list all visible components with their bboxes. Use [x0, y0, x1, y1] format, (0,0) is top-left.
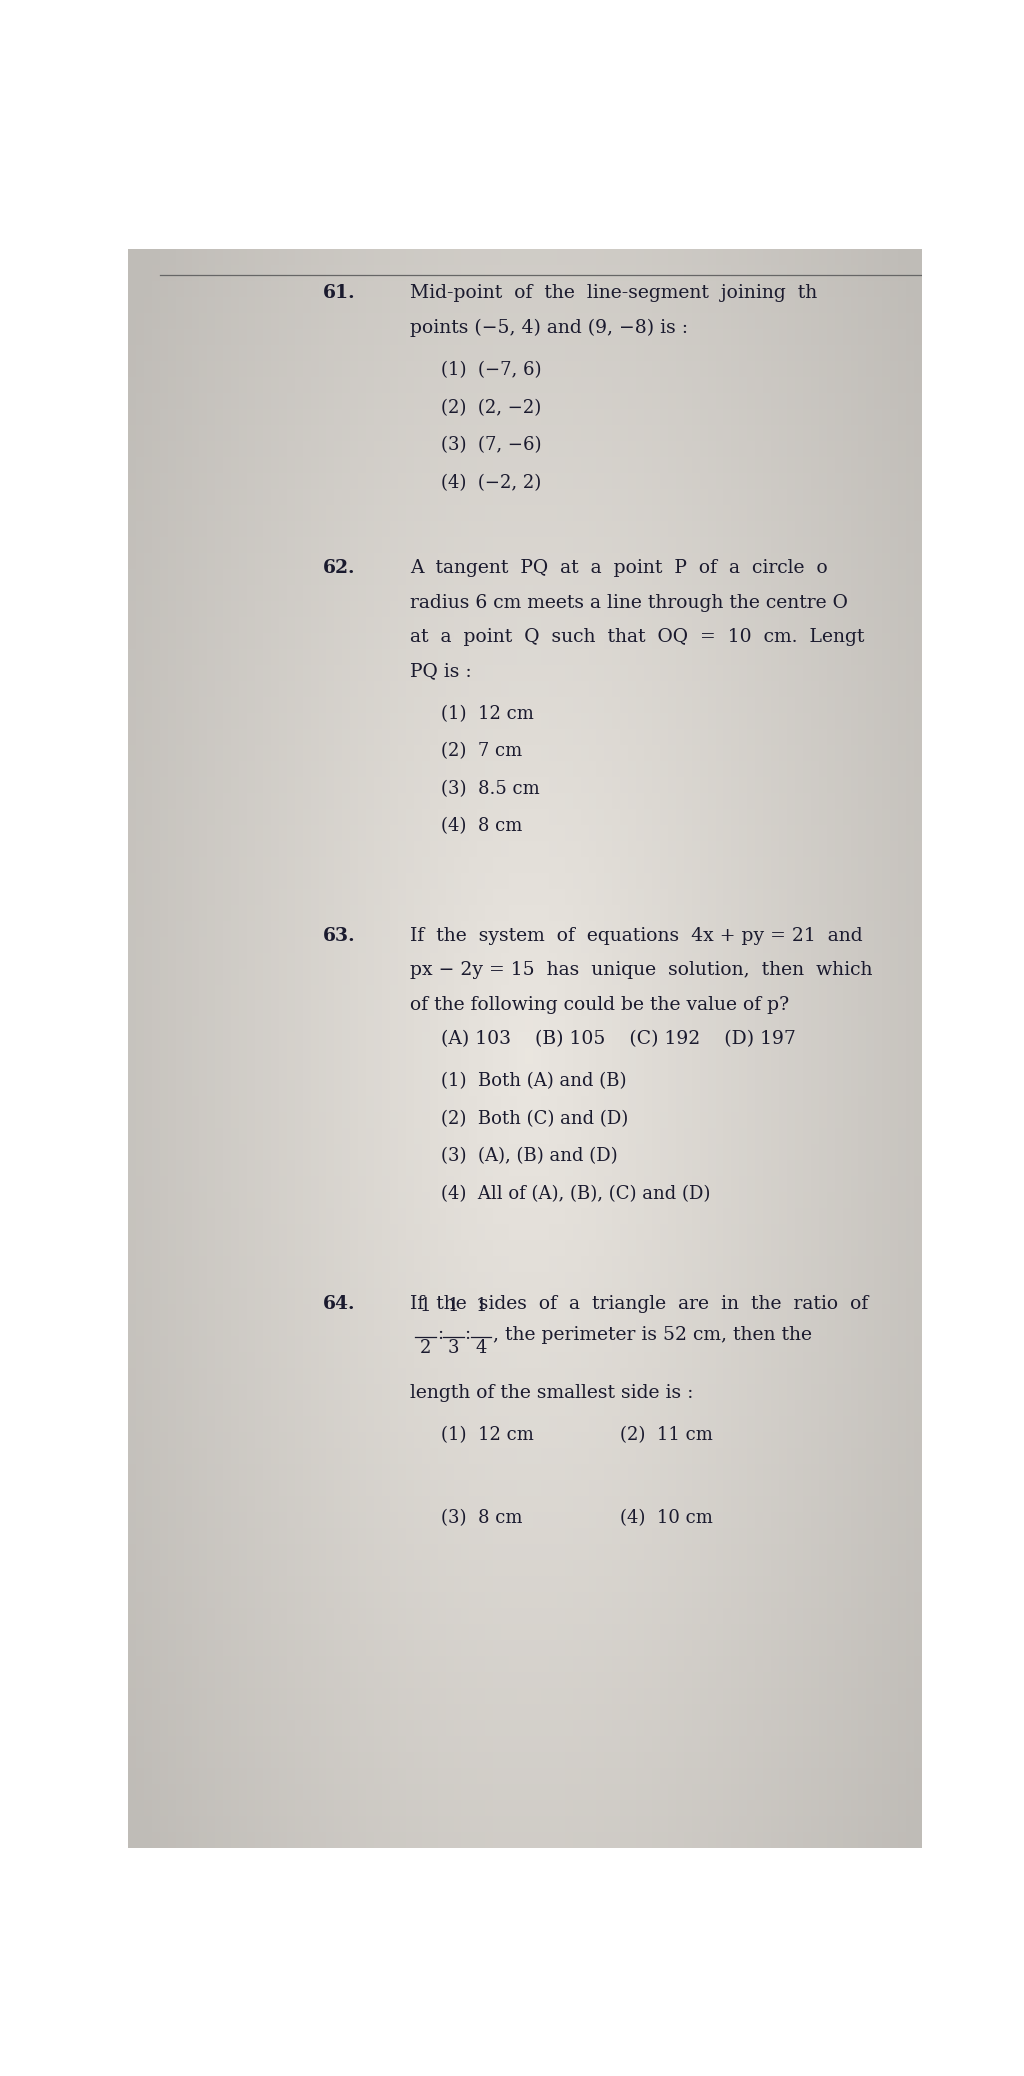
Text: 4: 4 — [475, 1339, 486, 1356]
Text: (1)  (−7, 6): (1) (−7, 6) — [441, 361, 542, 380]
Text: , the perimeter is 52 cm, then the: , the perimeter is 52 cm, then the — [494, 1327, 812, 1345]
Text: radius 6 cm meets a line through the centre O: radius 6 cm meets a line through the cen… — [410, 594, 848, 612]
Text: (2)  11 cm: (2) 11 cm — [620, 1426, 713, 1445]
Text: (1)  Both (A) and (B): (1) Both (A) and (B) — [441, 1073, 627, 1090]
Text: (3)  8 cm: (3) 8 cm — [441, 1509, 523, 1528]
Text: 2: 2 — [420, 1339, 431, 1356]
Text: 1: 1 — [447, 1298, 459, 1314]
Text: 1: 1 — [420, 1298, 431, 1314]
Text: :: : — [437, 1324, 443, 1343]
Text: 62.: 62. — [323, 558, 355, 577]
Text: (2)  Both (C) and (D): (2) Both (C) and (D) — [441, 1111, 629, 1127]
Text: If  the  system  of  equations  4x + py = 21  and: If the system of equations 4x + py = 21 … — [410, 926, 862, 945]
Text: (3)  (A), (B) and (D): (3) (A), (B) and (D) — [441, 1148, 618, 1165]
Text: of the following could be the value of p?: of the following could be the value of p… — [410, 996, 788, 1013]
Text: A  tangent  PQ  at  a  point  P  of  a  circle  o: A tangent PQ at a point P of a circle o — [410, 558, 827, 577]
Text: Mid-point  of  the  line-segment  joining  th: Mid-point of the line-segment joining th — [410, 284, 817, 303]
Text: 1: 1 — [475, 1298, 486, 1314]
Text: (4)  10 cm: (4) 10 cm — [620, 1509, 713, 1528]
Text: (4)  8 cm: (4) 8 cm — [441, 818, 523, 835]
Text: (1)  12 cm: (1) 12 cm — [441, 1426, 535, 1445]
Text: 64.: 64. — [323, 1295, 355, 1312]
Text: points (−5, 4) and (9, −8) is :: points (−5, 4) and (9, −8) is : — [410, 318, 688, 336]
Text: (3)  (7, −6): (3) (7, −6) — [441, 436, 542, 455]
Text: at  a  point  Q  such  that  OQ  =  10  cm.  Lengt: at a point Q such that OQ = 10 cm. Lengt — [410, 627, 864, 646]
Text: 61.: 61. — [323, 284, 355, 303]
Text: If  the  sides  of  a  triangle  are  in  the  ratio  of: If the sides of a triangle are in the ra… — [410, 1295, 868, 1312]
Text: length of the smallest side is :: length of the smallest side is : — [410, 1385, 693, 1401]
Text: 63.: 63. — [323, 926, 355, 945]
Text: (4)  (−2, 2): (4) (−2, 2) — [441, 473, 542, 492]
Text: (4)  All of (A), (B), (C) and (D): (4) All of (A), (B), (C) and (D) — [441, 1185, 711, 1204]
Text: (1)  12 cm: (1) 12 cm — [441, 704, 535, 722]
Text: (A) 103    (B) 105    (C) 192    (D) 197: (A) 103 (B) 105 (C) 192 (D) 197 — [441, 1030, 797, 1048]
Text: (2)  7 cm: (2) 7 cm — [441, 743, 522, 760]
Text: 3: 3 — [447, 1339, 459, 1356]
Text: (2)  (2, −2): (2) (2, −2) — [441, 399, 542, 417]
Text: (3)  8.5 cm: (3) 8.5 cm — [441, 781, 541, 797]
Text: :: : — [465, 1324, 471, 1343]
Text: PQ is :: PQ is : — [410, 662, 471, 681]
Text: px − 2y = 15  has  unique  solution,  then  which: px − 2y = 15 has unique solution, then w… — [410, 961, 872, 980]
